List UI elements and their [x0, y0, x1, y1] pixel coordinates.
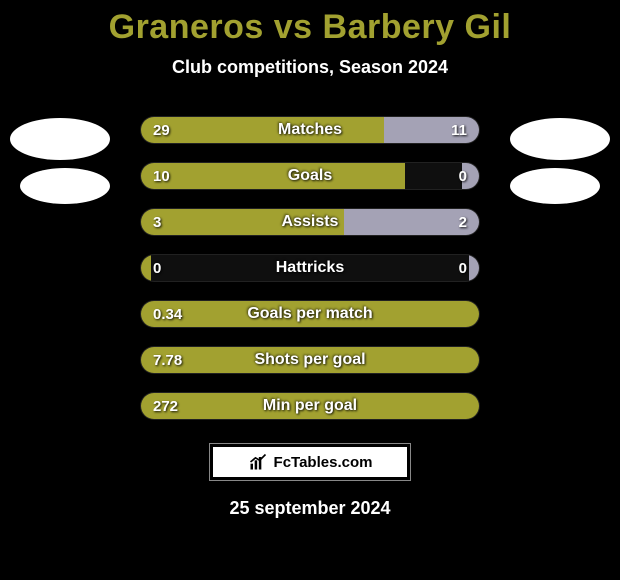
date-text: 25 september 2024 — [229, 498, 390, 519]
stat-row: Assists32 — [140, 208, 480, 236]
stat-bar-left — [141, 255, 151, 281]
site-badge-text: FcTables.com — [274, 454, 373, 471]
stat-value-left: 0 — [153, 255, 161, 281]
player-left-name: Graneros — [109, 8, 264, 46]
stats-bars: Matches2911 Goals100 Assists32 Hattricks0 0 G… — [0, 116, 620, 420]
stat-bar-left — [141, 301, 479, 327]
stat-row: Matches2911 — [140, 116, 480, 144]
stat-row: Goals100 — [140, 162, 480, 190]
stat-bar-right — [469, 255, 479, 281]
site-badge[interactable]: FcTables.com — [210, 444, 410, 480]
stat-bar-left — [141, 117, 384, 143]
stat-value-right: 0 — [459, 255, 467, 281]
stat-row: Hattricks0 0 — [140, 254, 480, 282]
stat-label: Hattricks — [141, 255, 479, 281]
stat-bar-left — [141, 209, 344, 235]
stat-bar-right — [462, 163, 479, 189]
stat-bar-left — [141, 163, 405, 189]
stat-bar-right — [384, 117, 479, 143]
stat-row: Shots per goal7.78 — [140, 346, 480, 374]
player-right-name: Barbery Gil — [323, 8, 512, 46]
stat-bar-right — [344, 209, 479, 235]
stat-row: Min per goal272 — [140, 392, 480, 420]
page-title: Graneros vs Barbery Gil — [109, 8, 512, 47]
chart-icon — [248, 452, 268, 472]
subtitle: Club competitions, Season 2024 — [172, 57, 448, 78]
stat-row: Goals per match0.34 — [140, 300, 480, 328]
vs-word: vs — [274, 8, 313, 46]
stat-bar-left — [141, 393, 479, 419]
stat-bar-left — [141, 347, 479, 373]
